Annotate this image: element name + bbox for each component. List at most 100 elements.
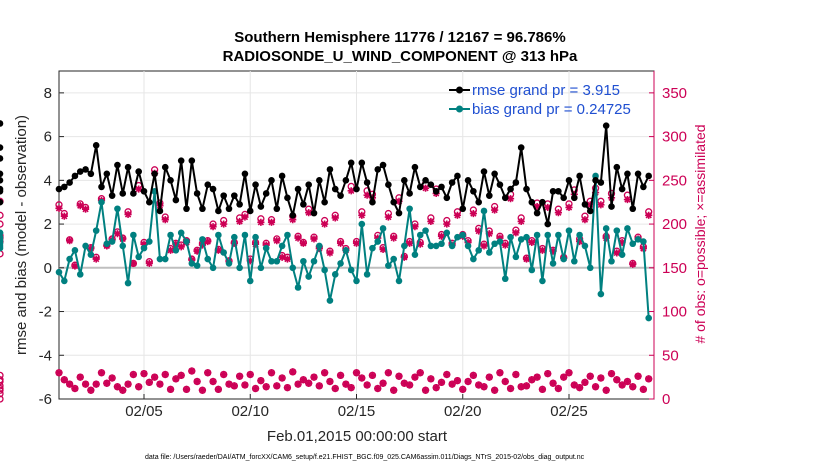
- obs-assimilated-marker: [480, 242, 488, 250]
- rmse-point: [140, 187, 148, 195]
- rmse-point: [321, 198, 328, 206]
- bias-point: [124, 279, 132, 287]
- bias-point: [571, 257, 578, 265]
- legend-rmse-label: rmse grand pr = 3.915: [472, 82, 620, 99]
- rmse-point: [183, 205, 190, 213]
- obs-assimilated-marker: [283, 384, 292, 392]
- rmse-point: [87, 170, 95, 178]
- bias-point: [565, 227, 573, 234]
- rmse-point: [629, 205, 637, 213]
- rmse-point: [98, 183, 105, 191]
- obs-assimilated-marker: [315, 382, 323, 390]
- obs-assimilated-marker: [485, 230, 493, 238]
- rmse-point: [215, 207, 222, 215]
- rmse-point: [353, 185, 360, 193]
- obs-assimilated-marker: [522, 382, 531, 390]
- rmse-point: [454, 172, 461, 180]
- obs-assimilated-marker: [538, 246, 547, 254]
- rmse-point: [517, 144, 525, 151]
- obs-assimilated-marker: [459, 385, 467, 393]
- obs-assimilated-marker: [406, 239, 414, 247]
- bias-point: [533, 231, 541, 239]
- rmse-point: [76, 168, 84, 175]
- obs-assimilated-marker: [182, 385, 191, 393]
- bias-point: [177, 229, 185, 237]
- obs-assimilated-marker: [278, 374, 286, 382]
- obs-assimilated-marker: [60, 376, 68, 384]
- bias-point: [337, 260, 344, 267]
- bias-point: [140, 244, 148, 252]
- obs-assimilated-marker: [528, 376, 536, 384]
- grid-lines: [59, 71, 654, 399]
- bias-point: [294, 284, 302, 291]
- rmse-point: [103, 170, 111, 178]
- rmse-point: [316, 177, 323, 184]
- bias-point: [220, 249, 227, 256]
- obs-assimilated-marker: [437, 232, 446, 240]
- y2-tick-label: 350: [662, 85, 687, 102]
- bias-point: [496, 238, 504, 245]
- left-axis: -6 -4 -2 0 2 4 6 8: [39, 85, 64, 408]
- bias-point: [262, 244, 270, 252]
- bias-point: [602, 225, 610, 232]
- bias-point: [597, 290, 605, 298]
- bias-point: [119, 242, 127, 250]
- obs-assimilated-marker: [368, 371, 377, 379]
- bias-point: [390, 255, 397, 263]
- obs-assimilated-marker: [347, 187, 355, 195]
- bias-point: [278, 242, 286, 250]
- rmse-point: [188, 157, 196, 164]
- obs-assimilated-marker: [55, 369, 63, 377]
- bias-point: [130, 231, 137, 239]
- bias-point: [491, 240, 498, 248]
- rmse-point: [209, 185, 217, 193]
- rmse-line: [58, 124, 650, 226]
- obs-assimilated-marker: [453, 377, 462, 385]
- bias-point: [167, 231, 174, 239]
- obs-assimilated-marker: [172, 240, 180, 248]
- obs-assimilated-marker: [220, 220, 228, 228]
- obs-assimilated-marker: [565, 369, 573, 377]
- bias-point: [395, 277, 403, 285]
- rmse-point: [331, 185, 339, 193]
- y-tick-label: 6: [44, 129, 52, 146]
- obs-assimilated-marker: [113, 230, 122, 238]
- rmse-point: [0, 170, 4, 178]
- bias-point: [289, 264, 297, 272]
- rmse-point: [507, 185, 514, 193]
- obs-assimilated-marker: [347, 384, 355, 392]
- obs-assimilated-marker: [129, 370, 137, 379]
- obs-assimilated-marker: [76, 373, 84, 381]
- obs-assimilated-marker: [517, 383, 525, 391]
- obs-assimilated-marker: [475, 227, 483, 235]
- rmse-point: [61, 183, 68, 191]
- bias-point: [613, 227, 621, 234]
- rmse-point: [289, 212, 297, 219]
- y2-tick-label: 100: [662, 304, 687, 321]
- bias-point: [507, 233, 514, 241]
- obs-assimilated-marker: [55, 204, 63, 212]
- obs-assimilated-marker: [374, 234, 382, 242]
- rmse-point: [246, 207, 254, 215]
- obs-assimilated-marker: [506, 195, 515, 203]
- obs-assimilated-marker: [554, 384, 562, 393]
- bias-point: [459, 231, 467, 239]
- bias-point: [161, 255, 169, 263]
- bias-point: [71, 247, 79, 254]
- obs-assimilated-marker: [544, 203, 552, 212]
- obs-assimilated-marker: [177, 243, 185, 251]
- rmse-point: [486, 192, 493, 199]
- obs-assimilated-marker: [166, 385, 175, 393]
- obs-assimilated-marker: [400, 379, 408, 387]
- rmse-point: [92, 142, 100, 149]
- x-axis-label: Feb.01,2015 00:00:00 start: [267, 428, 448, 445]
- bias-point: [103, 240, 111, 248]
- bias-point: [411, 251, 419, 258]
- obs-assimilated-marker: [135, 383, 143, 391]
- rmse-point: [571, 194, 578, 202]
- obs-assimilated-marker: [92, 255, 100, 263]
- rmse-point: [156, 207, 164, 215]
- bias-point: [321, 266, 328, 274]
- bias-point: [560, 255, 567, 263]
- y2-tick-label: 250: [662, 172, 687, 189]
